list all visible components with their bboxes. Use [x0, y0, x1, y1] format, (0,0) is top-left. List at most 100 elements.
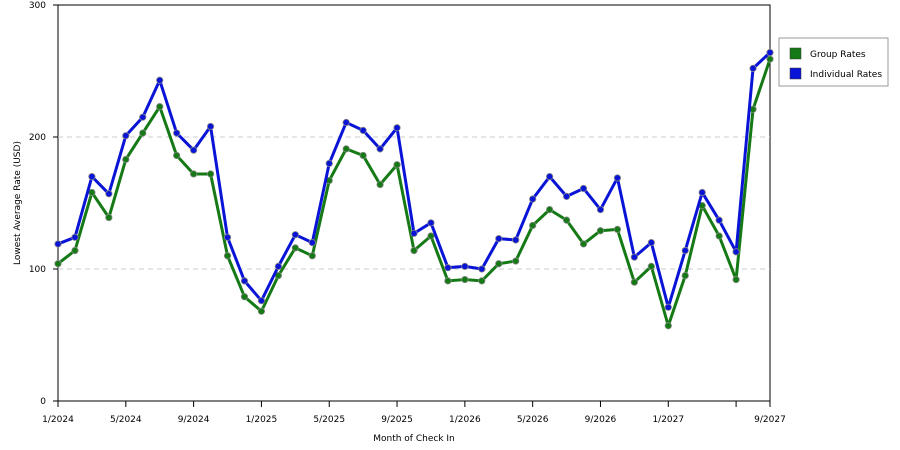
data-point [139, 129, 147, 137]
data-point [529, 195, 537, 203]
data-point [139, 113, 147, 121]
data-point [206, 170, 215, 178]
data-point [359, 126, 367, 134]
data-point [495, 235, 503, 243]
x-tick-label: 1/2025 [246, 415, 278, 425]
data-point [257, 297, 266, 305]
data-point [393, 161, 401, 169]
data-point [630, 278, 638, 286]
y-tick-label: 300 [29, 1, 46, 11]
data-point [427, 219, 435, 227]
x-tick-label: 9/2024 [178, 415, 210, 425]
data-point [291, 244, 299, 252]
data-point [71, 233, 79, 241]
data-point [71, 246, 79, 255]
data-point [732, 248, 740, 256]
y-tick-label: 200 [29, 133, 46, 143]
data-point [562, 192, 571, 200]
data-point [325, 159, 333, 167]
data-point [257, 307, 266, 315]
legend-swatch [789, 67, 802, 80]
x-tick-label: 9/2026 [585, 415, 617, 425]
data-point [681, 271, 689, 280]
x-tick-label: 1/2026 [449, 415, 481, 425]
data-point [105, 213, 113, 222]
data-point [596, 227, 605, 235]
data-point [342, 145, 350, 153]
legend-label: Individual Rates [810, 70, 882, 80]
data-point [342, 118, 350, 127]
data-point [54, 240, 62, 248]
data-point [579, 184, 588, 193]
data-point [562, 216, 571, 224]
data-point [410, 246, 418, 255]
data-point [478, 265, 486, 273]
data-point [240, 293, 249, 301]
legend-label: Group Rates [810, 50, 866, 60]
x-tick-label: 1/2024 [42, 415, 74, 425]
data-point [444, 264, 452, 272]
data-point [274, 262, 282, 270]
data-point [156, 103, 164, 111]
data-point [54, 260, 62, 268]
data-point [546, 173, 554, 181]
data-point [715, 216, 723, 224]
data-point [698, 188, 706, 197]
data-point [630, 253, 638, 261]
data-point [410, 229, 418, 237]
data-point [359, 151, 367, 160]
data-point [190, 170, 198, 178]
data-point [190, 146, 198, 154]
x-tick-label: 1/2027 [652, 415, 684, 425]
data-point [579, 240, 588, 248]
data-point [393, 124, 401, 132]
data-point [766, 55, 774, 63]
data-point [529, 221, 537, 230]
x-tick-label: 5/2026 [517, 415, 549, 425]
data-point [376, 180, 384, 189]
data-point [105, 190, 113, 198]
data-point [512, 236, 520, 244]
data-point [546, 206, 554, 214]
data-point [291, 231, 299, 239]
data-point [647, 239, 655, 247]
data-point [308, 252, 316, 260]
data-point [88, 173, 96, 181]
data-point [223, 233, 232, 241]
data-point [376, 145, 384, 153]
data-point [647, 262, 655, 270]
legend-swatch [789, 47, 802, 60]
data-point [613, 174, 622, 182]
x-tick-label: 9/2027 [754, 415, 786, 425]
data-point [122, 155, 130, 164]
data-point [223, 252, 232, 260]
data-point [461, 275, 469, 284]
data-point [766, 48, 774, 57]
y-tick-label: 0 [40, 397, 46, 407]
data-point [596, 206, 605, 214]
data-point [512, 257, 520, 265]
data-point [206, 122, 215, 131]
data-point [613, 225, 622, 233]
data-point [478, 277, 486, 285]
data-point [664, 303, 672, 311]
data-point [681, 246, 689, 255]
x-tick-label: 5/2024 [110, 415, 142, 425]
data-point [156, 76, 164, 84]
data-point [461, 262, 469, 270]
x-axis-label: Month of Check In [373, 434, 455, 444]
data-point [173, 151, 181, 160]
data-point [444, 277, 452, 285]
data-point [173, 129, 181, 137]
x-tick-label: 9/2025 [381, 415, 413, 425]
data-point [122, 132, 130, 140]
data-point [715, 232, 723, 240]
data-point [495, 260, 503, 268]
y-tick-label: 100 [29, 265, 46, 275]
data-point [664, 322, 672, 330]
data-point [732, 275, 740, 284]
data-point [427, 232, 435, 240]
data-point [240, 277, 249, 285]
y-axis-label: Lowest Average Rate (USD) [13, 141, 23, 265]
plot-area [57, 4, 771, 402]
